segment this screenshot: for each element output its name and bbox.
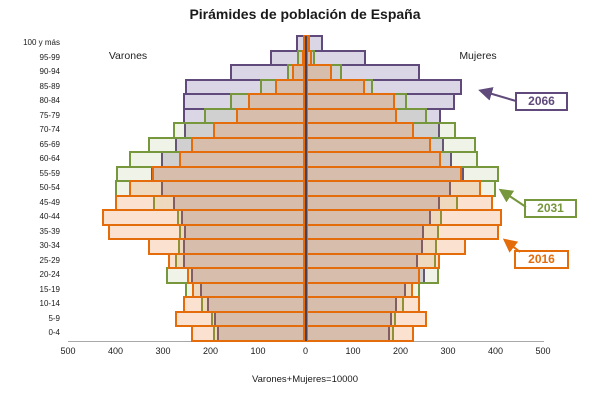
x-axis-tick-4: 100 bbox=[250, 346, 266, 356]
legend-label-2031: 2031 bbox=[537, 201, 564, 215]
y-axis-label-15-19: 15-19 bbox=[39, 284, 60, 294]
chart-title: Pirámides de población de España bbox=[189, 6, 421, 22]
x-axis-tick-5: 0 bbox=[302, 346, 308, 356]
y-axis-label-55-59: 55-59 bbox=[39, 168, 60, 178]
y-axis-label-30-34: 30-34 bbox=[39, 241, 60, 251]
legend-item-2016: 2016 bbox=[514, 250, 569, 269]
x-axis-tick-1: 400 bbox=[107, 346, 124, 356]
x-axis-tick-7: 200 bbox=[392, 346, 409, 356]
legend-item-2031: 2031 bbox=[524, 199, 577, 218]
x-axis-tick-0: 500 bbox=[60, 346, 76, 356]
y-axis-label-85-89: 85-89 bbox=[39, 81, 60, 91]
y-axis-label-25-29: 25-29 bbox=[39, 255, 60, 265]
plot-area bbox=[68, 35, 543, 342]
x-axis-tick-9: 400 bbox=[487, 346, 504, 356]
y-axis-label-80-84: 80-84 bbox=[39, 96, 60, 106]
x-axis-tick-3: 200 bbox=[202, 346, 219, 356]
y-axis-label-10-14: 10-14 bbox=[39, 299, 60, 309]
legend-label-2066: 2066 bbox=[528, 94, 555, 108]
chart-caption: Varones+Mujeres=10000 bbox=[252, 374, 358, 385]
y-axis-label-95-99: 95-99 bbox=[39, 52, 60, 62]
y-axis-labels: 100 y más 95-99 90-94 85-89 80-84 75-79 70-74 6… bbox=[0, 36, 60, 341]
y-axis-label-0-4: 0-4 bbox=[48, 328, 60, 338]
center-axis-line bbox=[304, 36, 307, 341]
y-axis-label-65-69: 65-69 bbox=[39, 139, 60, 149]
y-axis-label-50-54: 50-54 bbox=[39, 183, 60, 193]
legend-label-2016: 2016 bbox=[528, 252, 555, 266]
x-axis-tick-8: 300 bbox=[440, 346, 456, 356]
bar-2016-female-0-4 bbox=[305, 325, 415, 342]
x-axis-tick-6: 100 bbox=[345, 346, 361, 356]
y-axis-label-60-64: 60-64 bbox=[39, 154, 60, 164]
y-axis-label-40-44: 40-44 bbox=[39, 212, 60, 222]
male-side-label: Varones bbox=[108, 50, 148, 62]
y-axis-label-20-24: 20-24 bbox=[39, 270, 60, 280]
y-axis-label-35-39: 35-39 bbox=[39, 226, 60, 236]
x-axis-tick-2: 300 bbox=[155, 346, 171, 356]
x-axis-tick-10: 500 bbox=[535, 346, 551, 356]
y-axis-label-90-94: 90-94 bbox=[39, 67, 60, 77]
y-axis-label-45-49: 45-49 bbox=[39, 197, 60, 207]
y-axis-label-5-9: 5-9 bbox=[48, 313, 60, 323]
female-side-label: Mujeres bbox=[459, 50, 497, 62]
y-axis-label-70-74: 70-74 bbox=[39, 125, 60, 135]
y-axis-label-100 y más: 100 y más bbox=[23, 38, 60, 47]
bar-2016-male-0-4 bbox=[190, 325, 306, 342]
y-axis-label-75-79: 75-79 bbox=[39, 110, 60, 120]
legend-item-2066: 2066 bbox=[515, 92, 568, 111]
x-axis-tick-labels: 500 400 300 200 100 0 100 200 300 400 500 bbox=[0, 346, 609, 358]
